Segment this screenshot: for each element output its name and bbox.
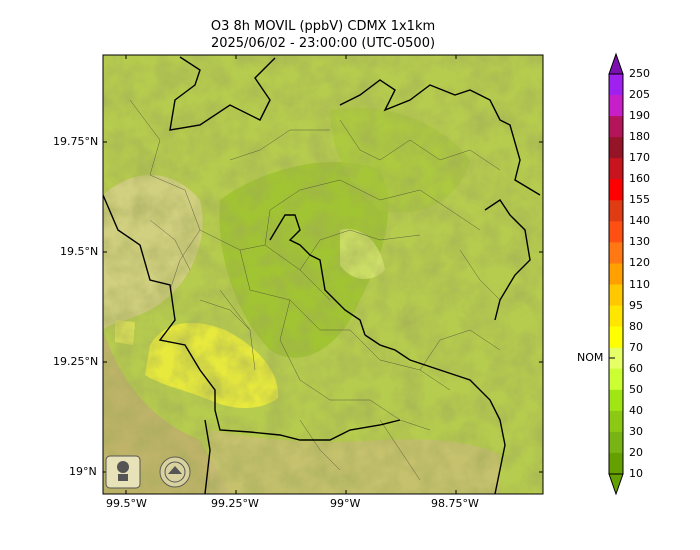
state-boundaries [103,56,541,494]
map-frame [102,54,544,495]
colorbar-segment [609,452,623,475]
colorbar-tick-label: 110 [629,277,650,291]
colorbar-tick-label: 250 [629,67,650,80]
lat-tick-label: 19.25°N [53,355,99,368]
map-area [103,55,543,494]
colorbar-segment [609,431,623,454]
municipal-boundaries [129,99,501,481]
colorbar-tick-label: 170 [629,151,650,165]
colorbar-segment [609,158,623,180]
colorbar-tick-label: 30 [629,424,643,438]
colorbar-tick-label: 80 [629,319,643,333]
axis-ticks [103,55,543,494]
colorbar-segment [609,74,623,96]
colorbar-tick-label: 120 [629,256,650,270]
colorbar-segment [609,347,623,370]
nom-label: NOM [577,351,604,364]
colorbar-tick-label: 130 [629,235,650,249]
map-title: O3 8h MOVIL (ppbV) CDMX 1x1km [210,19,436,34]
colorbar-segment [609,200,623,222]
lat-tick-label: 19°N [69,465,97,478]
colorbar-tick-label: 155 [629,193,650,207]
colorbar-segment [609,116,623,138]
lat-tick-label: 19.75°N [53,135,99,148]
colorbar-tick-label: 205 [629,88,650,102]
colorbar-segment [609,389,623,412]
colorbar-frame [608,73,624,475]
colorbar-tick-label: 160 [629,172,650,186]
colorbar-segment [609,95,623,117]
colorbar-segment [609,221,623,243]
colorbar-segment [609,284,623,307]
colorbar-tick-label: 60 [629,361,643,375]
colorbar [608,52,624,496]
lon-tick-label: 99.5°W [106,497,147,510]
colorbar-extend-top [608,52,624,75]
colorbar-extend-bottom [608,473,624,496]
colorbar-tick-label: 190 [629,109,650,123]
sedema-logo [105,455,141,489]
lon-tick-label: 98.75°W [431,497,479,510]
map-subtitle: 2025/06/02 - 23:00:00 (UTC-0500) [210,36,436,51]
colorbar-tick-label: 20 [629,445,643,459]
colorbar-segment [609,368,623,391]
lat-tick-label: 19.5°N [60,245,99,258]
colorbar-segment [609,263,623,286]
colorbar-segment [609,137,623,159]
colorbar-segment [609,179,623,201]
colorbar-tick-label: 40 [629,403,643,417]
colorbar-tick-label: 180 [629,130,650,144]
lon-tick-label: 99°W [330,497,361,510]
lon-tick-label: 99.25°W [211,497,259,510]
colorbar-tick-label: 95 [629,298,643,312]
colorbar-tick-label: 70 [629,340,643,354]
colorbar-segment [609,305,623,328]
colorbar-tick-label: 50 [629,382,643,396]
colorbar-segment [609,242,623,264]
government-seal-logo [159,456,191,488]
colorbar-segment [609,326,623,349]
colorbar-tick-label: 10 [629,467,643,480]
colorbar-segment [609,410,623,433]
colorbar-tick-label: 140 [629,214,650,228]
